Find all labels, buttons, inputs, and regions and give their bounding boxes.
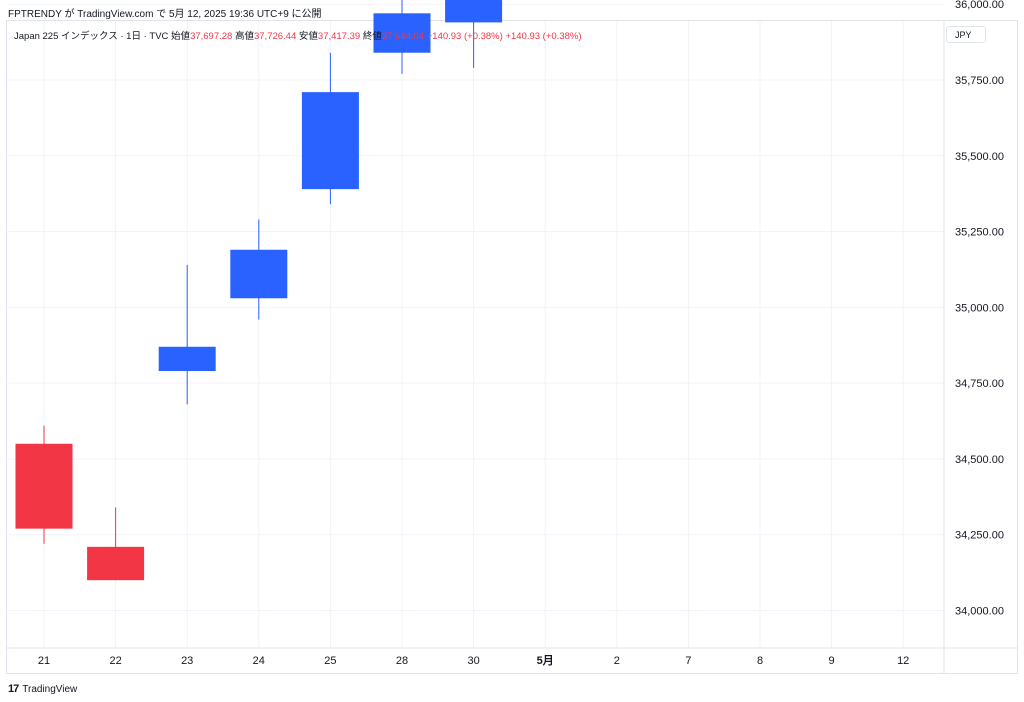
candle-body[interactable] bbox=[87, 546, 145, 581]
ohlc-legend: Japan 225 インデックス · 1日 · TVC 始値37,697.28 … bbox=[14, 28, 582, 42]
candle-body[interactable] bbox=[15, 443, 73, 529]
x-tick-label: 9 bbox=[829, 655, 835, 667]
publish-info: FPTRENDY が TradingView.com で 5月 12, 2025… bbox=[8, 9, 322, 20]
open-value: 37,697.28 bbox=[190, 31, 233, 42]
y-tick-label: 34,500.00 bbox=[955, 454, 1004, 466]
high-value: 37,726.44 bbox=[253, 31, 297, 42]
x-tick-label: 24 bbox=[253, 655, 265, 667]
y-tick-label: 35,500.00 bbox=[955, 151, 1004, 163]
close-value: 37,644.04 bbox=[381, 31, 425, 42]
change-value: +140.93 (+0.38%) bbox=[426, 31, 503, 42]
x-tick-label: 5月 bbox=[537, 654, 554, 667]
x-tick-label: 21 bbox=[38, 655, 50, 667]
candle-body[interactable] bbox=[373, 13, 431, 53]
change-value-2: +140.93 (+0.38%) bbox=[505, 31, 582, 42]
x-tick-label: 28 bbox=[396, 655, 408, 667]
y-tick-label: 34,750.00 bbox=[955, 378, 1004, 390]
x-tick-label: 23 bbox=[181, 655, 193, 667]
brand-name: TradingView bbox=[22, 683, 78, 695]
low-label: 安値 bbox=[298, 31, 318, 42]
symbol-label[interactable]: Japan 225 インデックス · 1日 · TVC bbox=[14, 31, 169, 42]
candle-body[interactable] bbox=[230, 249, 288, 299]
x-tick-label: 7 bbox=[685, 655, 691, 667]
x-tick-label: 12 bbox=[897, 655, 909, 667]
x-tick-label: 2 bbox=[614, 655, 620, 667]
candle-body[interactable] bbox=[301, 92, 359, 190]
x-tick-label: 22 bbox=[109, 655, 121, 667]
x-tick-label: 30 bbox=[467, 655, 479, 667]
y-tick-label: 36,000.00 bbox=[955, 0, 1004, 11]
y-tick-label: 35,750.00 bbox=[955, 75, 1004, 87]
candle-body[interactable] bbox=[445, 0, 503, 23]
open-label: 始値 bbox=[171, 31, 191, 42]
high-label: 高値 bbox=[234, 31, 254, 42]
candle-body[interactable] bbox=[158, 346, 216, 372]
chart-frame bbox=[6, 20, 1018, 674]
tradingview-logo-icon: 17 bbox=[8, 683, 19, 695]
y-tick-label: 35,000.00 bbox=[955, 302, 1004, 314]
y-tick-label: 34,250.00 bbox=[955, 530, 1004, 542]
currency-button[interactable]: JPY bbox=[946, 26, 986, 43]
close-label: 終値 bbox=[362, 31, 382, 42]
low-value: 37,417.39 bbox=[317, 31, 361, 42]
x-tick-label: 8 bbox=[757, 655, 763, 667]
y-tick-label: 34,000.00 bbox=[955, 606, 1004, 618]
x-tick-label: 25 bbox=[324, 655, 336, 667]
y-tick-label: 35,250.00 bbox=[955, 227, 1004, 239]
footer-brand: 17 TradingView bbox=[8, 683, 77, 695]
